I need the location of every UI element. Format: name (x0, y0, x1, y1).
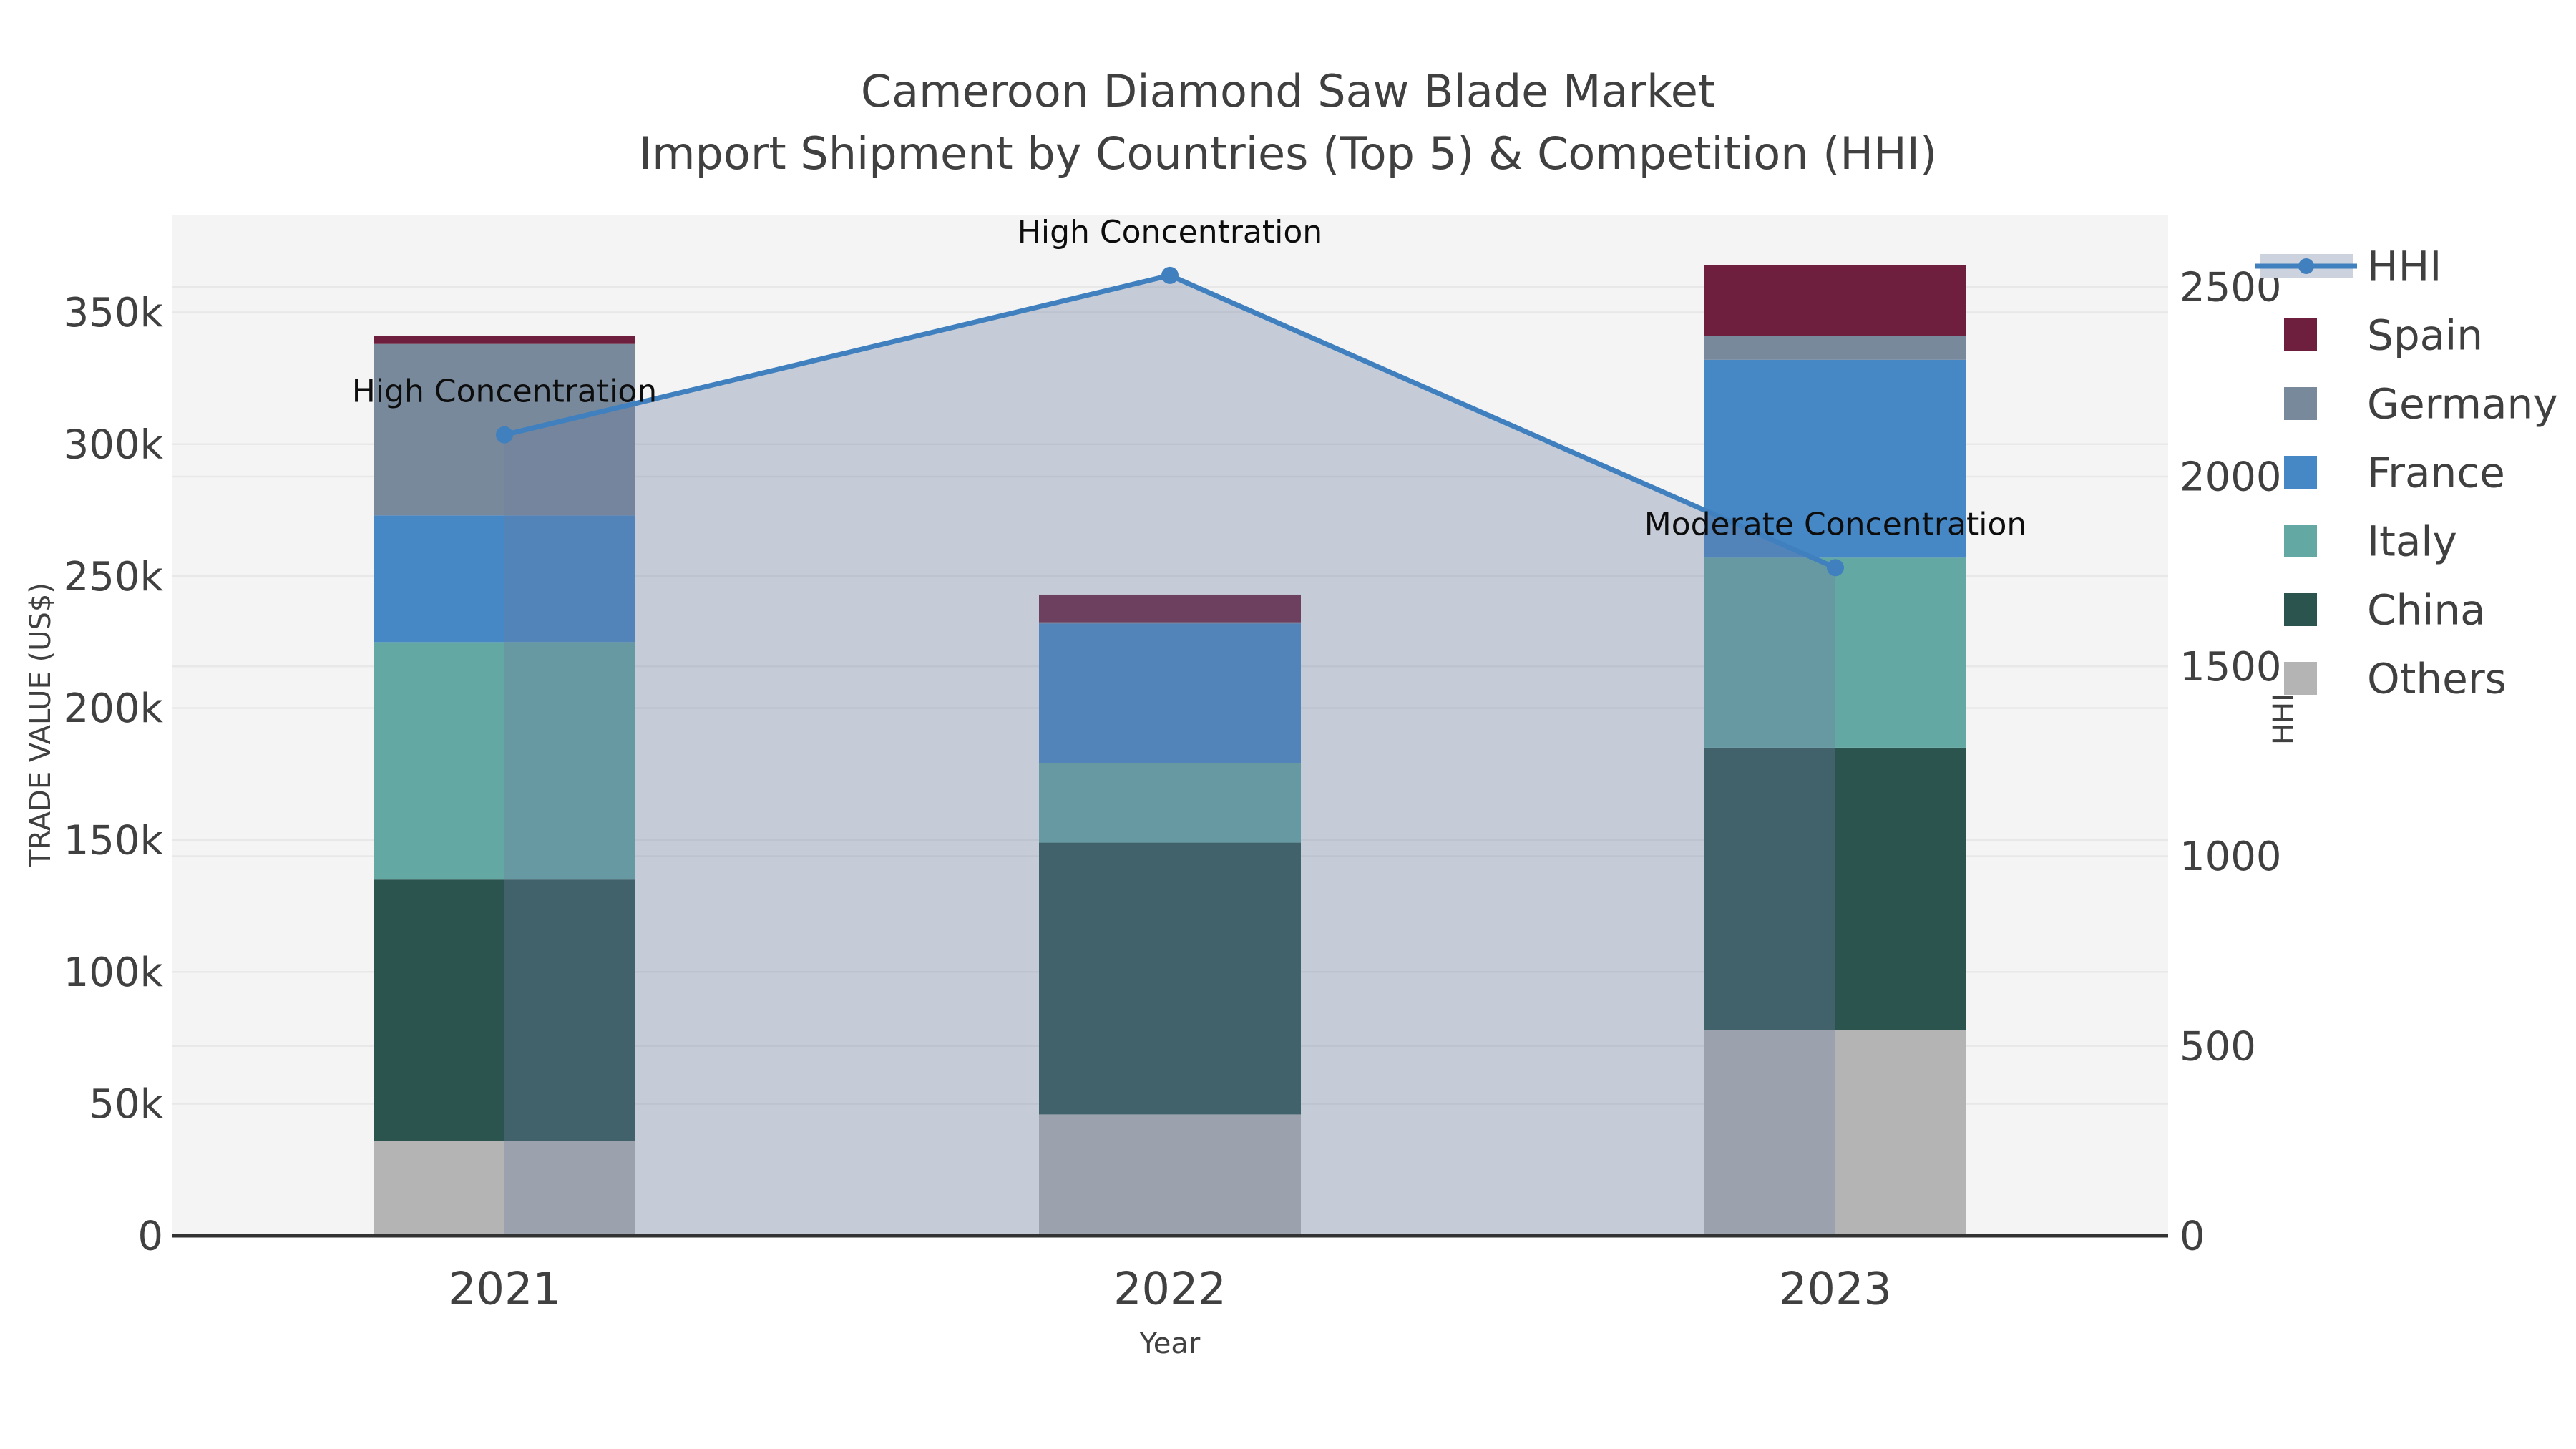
bar-segment-china-2021 (374, 879, 635, 1141)
left-axis-tick: 0 (137, 1214, 163, 1260)
hhi-marker-2023 (1827, 559, 1844, 577)
right-axis-tick: 2000 (2180, 454, 2282, 501)
right-axis-title: HHI (2268, 693, 2301, 745)
bar-segment-france-2022 (1039, 623, 1301, 763)
right-axis-tick: 500 (2180, 1023, 2256, 1070)
annotation-2022: High Concentration (1018, 214, 1322, 250)
bar-segment-china-2022 (1039, 842, 1301, 1115)
bar-segment-others-2022 (1039, 1114, 1301, 1236)
chart-title-line2: Import Shipment by Countries (Top 5) & C… (638, 127, 1938, 180)
bar-segment-spain-2023 (1704, 265, 1966, 336)
legend-swatch-germany (2284, 387, 2317, 420)
x-axis-tick-2021: 2021 (448, 1263, 561, 1315)
bar-segment-others-2021 (374, 1141, 635, 1236)
right-axis-tick: 1500 (2180, 644, 2282, 691)
left-axis-tick: 50k (89, 1081, 163, 1128)
right-axis-tick: 1000 (2180, 834, 2282, 880)
legend-label-spain: Spain (2367, 311, 2483, 359)
right-axis-tick: 0 (2180, 1214, 2205, 1260)
bar-segment-spain-2021 (374, 336, 635, 344)
x-axis-tick-2023: 2023 (1779, 1263, 1892, 1315)
left-axis-tick: 100k (64, 950, 164, 996)
bar-segment-france-2021 (374, 515, 635, 643)
legend-swatch-china (2284, 593, 2317, 626)
bar-segment-germany-2023 (1704, 336, 1966, 360)
annotation-2021: High Concentration (352, 374, 657, 410)
bar-segment-italy-2023 (1704, 557, 1966, 748)
bar-segment-france-2023 (1704, 359, 1966, 558)
bar-segment-italy-2021 (374, 642, 635, 880)
bar-segment-china-2023 (1704, 747, 1966, 1030)
legend-label-others: Others (2367, 654, 2507, 703)
left-axis-title: TRADE VALUE (US$) (24, 582, 57, 867)
legend-label-china: China (2367, 585, 2486, 634)
bar-segment-germany-2022 (1039, 622, 1301, 624)
legend-swatch-hhi-marker (2298, 258, 2314, 274)
hhi-marker-2022 (1161, 266, 1179, 284)
bar-segment-spain-2022 (1039, 594, 1301, 623)
x-axis-title: Year (1139, 1327, 1201, 1360)
legend-swatch-others (2284, 662, 2317, 695)
legend-swatch-spain (2284, 318, 2317, 351)
x-axis-tick-2022: 2022 (1113, 1263, 1226, 1315)
legend-swatch-france (2284, 456, 2317, 489)
legend-label-italy: Italy (2367, 517, 2457, 565)
left-axis-tick: 200k (64, 686, 164, 732)
annotation-2023: Moderate Concentration (1644, 506, 2027, 542)
left-axis-tick: 300k (64, 421, 164, 468)
legend-label-germany: Germany (2367, 379, 2558, 428)
bar-segment-others-2023 (1704, 1030, 1966, 1236)
left-axis-tick: 250k (64, 554, 164, 600)
chart-title-line1: Cameroon Diamond Saw Blade Market (860, 65, 1716, 117)
hhi-marker-2021 (496, 426, 513, 444)
left-axis-tick: 350k (64, 290, 164, 336)
left-axis-tick: 150k (64, 817, 164, 864)
bar-segment-italy-2022 (1039, 763, 1301, 843)
hhi-area-fill (504, 275, 1835, 1236)
legend-label-france: France (2367, 448, 2505, 497)
legend-swatch-italy (2284, 525, 2317, 557)
legend-label-hhi: HHI (2367, 242, 2441, 291)
